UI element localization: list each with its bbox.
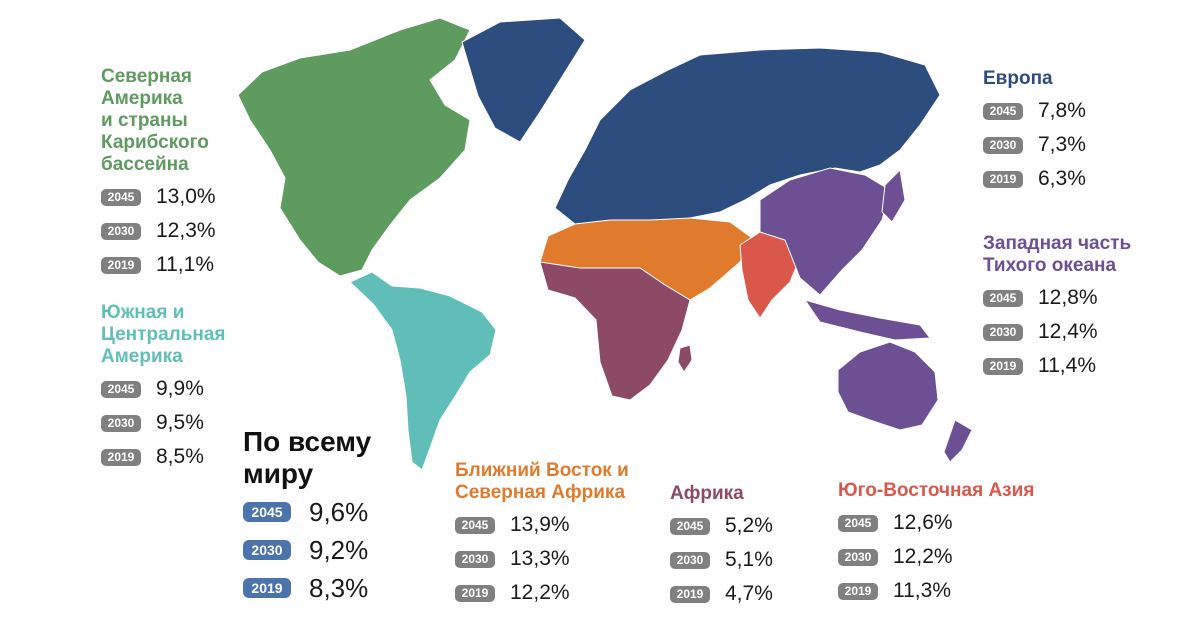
stat-row-2045: 2045 12,8%	[983, 285, 1131, 311]
prevalence-value: 12,4%	[1038, 320, 1098, 343]
year-badge: 2045	[101, 380, 141, 398]
north-america-landmass	[237, 17, 471, 277]
prevalence-value: 11,3%	[893, 579, 951, 602]
prevalence-value: 5,2%	[725, 514, 773, 537]
stat-row-2019: 2019 8,5%	[101, 444, 226, 470]
stat-row-2030: 2030 12,4%	[983, 319, 1131, 345]
greenland-landmass	[461, 17, 586, 143]
prevalence-value: 9,2%	[309, 534, 369, 565]
region-south-america: Южная и Центральная Америка 2045 9,9% 20…	[101, 302, 226, 470]
prevalence-value: 12,3%	[156, 219, 216, 242]
stat-row-2030: 2030 7,3%	[983, 132, 1086, 158]
region-title: Африка	[670, 483, 744, 504]
stat-row-2030: 2030 12,3%	[101, 218, 216, 244]
prevalence-value: 12,8%	[1038, 286, 1098, 309]
region-africa: Африка 2045 5,2% 2030 5,1% 2019 4,7%	[670, 483, 773, 607]
south-america-landmass	[349, 271, 497, 471]
japan-landmass	[881, 168, 906, 223]
stat-row-2045: 2045 9,9%	[101, 376, 226, 402]
year-badge: 2030	[243, 540, 291, 560]
region-southeast-asia: Юго-Восточная Азия 2045 12,6% 2030 12,2%…	[838, 480, 1034, 604]
stat-row-2030: 2030 5,1%	[670, 547, 773, 573]
stat-row-2030: 2030 13,3%	[455, 546, 629, 572]
prevalence-value: 6,3%	[1038, 167, 1086, 190]
prevalence-value: 4,7%	[725, 582, 773, 605]
year-badge: 2019	[455, 584, 495, 602]
year-badge: 2030	[101, 414, 141, 432]
prevalence-value: 9,9%	[156, 377, 204, 400]
year-badge: 2019	[101, 448, 141, 466]
prevalence-value: 11,1%	[156, 253, 214, 276]
prevalence-value: 8,5%	[156, 445, 204, 468]
stat-row-2045: 2045 13,0%	[101, 184, 216, 210]
year-badge: 2045	[455, 516, 495, 534]
year-badge: 2045	[983, 289, 1023, 307]
stat-row-2019: 2019 12,2%	[455, 580, 629, 606]
prevalence-value: 13,3%	[510, 547, 570, 570]
region-mena: Ближний Восток и Северная Африка 2045 13…	[455, 460, 629, 606]
region-title: Северная Америка и страны Карибского бас…	[101, 66, 209, 175]
year-badge: 2019	[670, 585, 710, 603]
region-western-pacific: Западная часть Тихого океана 2045 12,8% …	[983, 233, 1131, 379]
region-title: Южная и Центральная Америка	[101, 302, 226, 367]
prevalence-value: 12,2%	[510, 581, 570, 604]
year-badge: 2019	[101, 256, 141, 274]
stat-row-2045: 2045 7,8%	[983, 98, 1086, 124]
prevalence-value: 12,2%	[893, 545, 953, 568]
region-title: Западная часть Тихого океана	[983, 233, 1132, 276]
year-badge: 2019	[243, 578, 291, 598]
region-europe: Европа 2045 7,8% 2030 7,3% 2019 6,3%	[983, 68, 1086, 192]
stat-row-2045: 2045 12,6%	[838, 510, 1034, 536]
stat-row-2019: 2019 4,7%	[670, 581, 773, 607]
new-zealand-landmass	[943, 419, 973, 463]
year-badge: 2019	[983, 170, 1023, 188]
stat-row-2030: 2030 9,5%	[101, 410, 226, 436]
africa-landmass	[539, 261, 691, 401]
prevalence-value: 9,5%	[156, 411, 204, 434]
prevalence-value: 7,3%	[1038, 133, 1086, 156]
year-badge: 2019	[838, 582, 878, 600]
prevalence-value: 8,3%	[309, 572, 369, 603]
region-title: По всему миру	[243, 426, 372, 489]
region-title: Юго-Восточная Азия	[838, 480, 1035, 501]
prevalence-value: 13,9%	[510, 513, 570, 536]
stat-row-2019: 2019 11,4%	[983, 353, 1131, 379]
prevalence-value: 11,4%	[1038, 354, 1096, 377]
region-world: По всему миру 2045 9,6% 2030 9,2% 2019 8…	[243, 426, 371, 604]
stat-row-2019: 2019 8,3%	[243, 572, 371, 604]
australia-landmass	[837, 341, 939, 431]
prevalence-value: 13,0%	[156, 185, 216, 208]
stat-row-2030: 2030 9,2%	[243, 534, 371, 566]
stat-row-2045: 2045 9,6%	[243, 496, 371, 528]
year-badge: 2045	[101, 188, 141, 206]
stat-row-2019: 2019 11,3%	[838, 578, 1034, 604]
region-title: Европа	[983, 68, 1053, 89]
east-asia-landmass	[759, 167, 891, 296]
region-north-america: Северная Америка и страны Карибского бас…	[101, 66, 216, 278]
year-badge: 2019	[983, 357, 1023, 375]
year-badge: 2030	[983, 136, 1023, 154]
stat-row-2045: 2045 13,9%	[455, 512, 629, 538]
prevalence-value: 5,1%	[725, 548, 773, 571]
stat-row-2019: 2019 6,3%	[983, 166, 1086, 192]
year-badge: 2030	[983, 323, 1023, 341]
prevalence-value: 7,8%	[1038, 99, 1086, 122]
year-badge: 2045	[838, 514, 878, 532]
year-badge: 2030	[838, 548, 878, 566]
year-badge: 2045	[243, 502, 291, 522]
prevalence-value: 12,6%	[893, 511, 953, 534]
year-badge: 2030	[670, 551, 710, 569]
year-badge: 2030	[101, 222, 141, 240]
madagascar-landmass	[677, 344, 693, 373]
stat-row-2019: 2019 11,1%	[101, 252, 216, 278]
stat-row-2030: 2030 12,2%	[838, 544, 1034, 570]
stat-row-2045: 2045 5,2%	[670, 513, 773, 539]
prevalence-value: 9,6%	[309, 496, 369, 527]
region-title: Ближний Восток и Северная Африка	[455, 460, 629, 503]
year-badge: 2045	[983, 102, 1023, 120]
indonesia-landmass	[803, 299, 931, 341]
year-badge: 2030	[455, 550, 495, 568]
year-badge: 2045	[670, 517, 710, 535]
